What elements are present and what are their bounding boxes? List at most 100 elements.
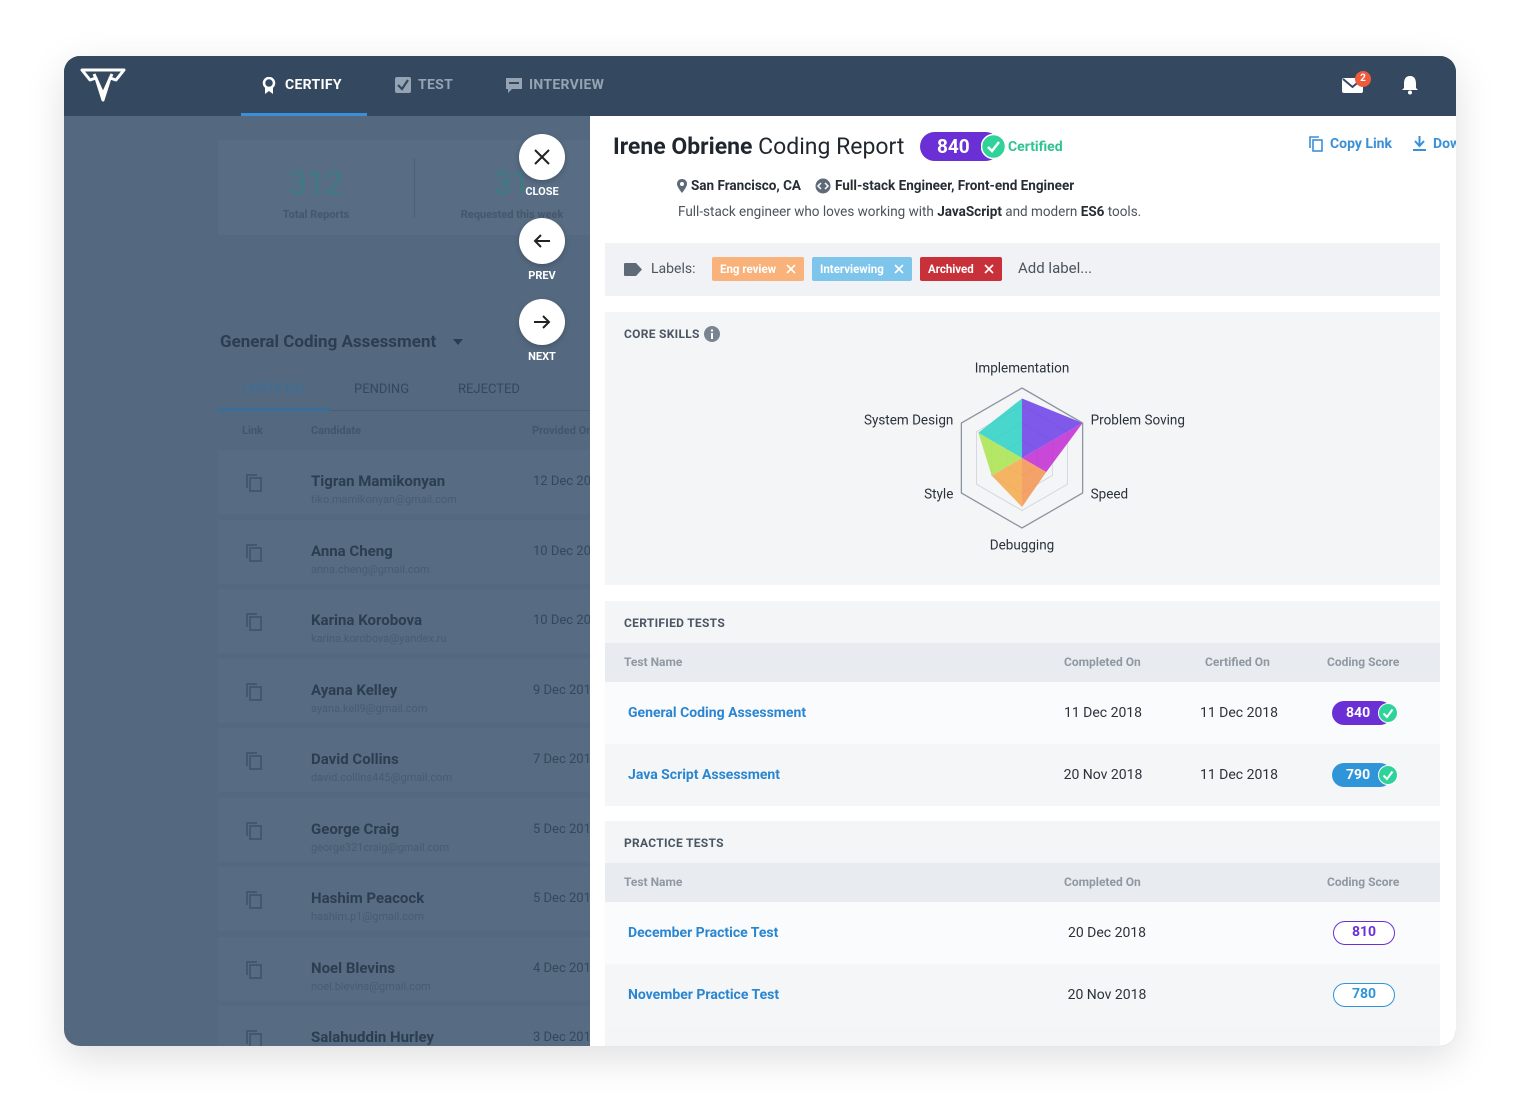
section-title: PRACTICE TESTS xyxy=(624,836,724,850)
download-icon xyxy=(1413,136,1426,151)
tab[interactable]: CERTIFIED xyxy=(243,382,305,397)
candidate-email: karina.korobova@yandex.ru xyxy=(311,632,447,645)
remove-label[interactable] xyxy=(786,264,796,274)
control-button[interactable] xyxy=(519,218,565,264)
icon-part xyxy=(534,315,551,329)
skill-sector xyxy=(978,398,1022,458)
candidate-name: Anna Cheng xyxy=(311,541,393,560)
test-name[interactable]: Java Script Assessment xyxy=(628,767,781,783)
info-icon[interactable] xyxy=(704,326,720,342)
icon-part xyxy=(249,477,262,492)
stat-label: Requested this week xyxy=(460,208,564,221)
certified-check xyxy=(981,134,1006,159)
copy-link-icon[interactable] xyxy=(245,751,263,771)
control-icon xyxy=(533,234,550,248)
candidate-row[interactable]: Noel Blevins noel.blevins@gmail.com 4 Dec … xyxy=(218,936,590,1001)
assessment-select[interactable]: General Coding Assessment xyxy=(220,332,437,352)
radar-grid xyxy=(976,405,1068,511)
control-label: NEXT xyxy=(528,350,556,363)
icon-part xyxy=(786,264,796,274)
test-icon xyxy=(395,77,411,93)
label-text: Eng review xyxy=(720,262,777,276)
control-icon xyxy=(534,315,551,329)
icon-part xyxy=(249,685,262,701)
candidate-row[interactable]: Hashim Peacock hashim.p1@gmail.com 5 Dec 2… xyxy=(218,867,590,931)
candidate-name: Ayana Kelley xyxy=(311,680,398,699)
candidate-row[interactable]: Ayana Kelley ayana.kell9@gmail.com 9 Dec 2… xyxy=(218,658,590,723)
top-nav: CERTIFY TEST INTERVIEW 2 xyxy=(64,56,1456,116)
nav-item[interactable]: INTERVIEW xyxy=(529,77,605,93)
copy-link[interactable]: Copy Link xyxy=(1330,136,1392,152)
download[interactable]: Download xyxy=(1433,136,1456,152)
skill-sector xyxy=(978,432,1022,476)
candidate-email: ayana.kell9@gmail.com xyxy=(311,701,428,715)
nav-item[interactable]: TEST xyxy=(418,77,454,93)
icon-part xyxy=(249,963,262,979)
label-text: Interviewing xyxy=(820,262,884,276)
candidate-name: Noel Blevins xyxy=(311,958,396,977)
test-name[interactable]: November Practice Test xyxy=(628,987,780,1003)
remove-label[interactable] xyxy=(984,264,994,274)
bio-bold: ES6 xyxy=(1080,204,1105,220)
nav-item[interactable]: CERTIFY xyxy=(285,77,342,93)
candidate-row[interactable]: David Collins david.collins445@gmail.com 7… xyxy=(218,728,590,792)
column-header: Test Name xyxy=(624,875,683,889)
copy-link-icon[interactable] xyxy=(245,473,263,493)
copy-link-icon[interactable] xyxy=(245,890,263,910)
copy-link-icon[interactable] xyxy=(245,960,263,980)
copy-link-icon[interactable] xyxy=(245,821,263,841)
candidate-row[interactable]: George Craig george321craig@gmail.com 5 De… xyxy=(218,797,590,862)
test-date: 20 Nov 2018 xyxy=(1067,987,1147,1003)
icon-part xyxy=(1378,703,1398,723)
add-label-input[interactable]: Add label... xyxy=(1018,259,1093,277)
reports-list-panel: General Coding Assessment 312 Total Repor… xyxy=(64,116,590,1046)
provided-date: 12 Dec 2018 xyxy=(533,474,590,489)
icon-part xyxy=(1382,708,1394,719)
candidate-row[interactable]: Karina Korobova karina.korobova@yandex.ru… xyxy=(218,589,590,653)
copy-link-icon[interactable] xyxy=(245,682,263,702)
provided-date: 9 Dec 2018 xyxy=(533,682,590,698)
report-panel: Irene Obriene Coding Report 840 Certifie… xyxy=(590,116,1456,1046)
candidate-name: Irene Obriene xyxy=(613,133,753,160)
icon-part xyxy=(246,474,257,488)
candidate-row[interactable]: Salahuddin Hurleysal.hurley@gmail.com3 D… xyxy=(218,1006,590,1046)
bell-icon[interactable] xyxy=(1401,75,1419,95)
provided-date: 5 Dec 2018 xyxy=(533,891,590,906)
icon-part xyxy=(1382,770,1394,781)
icon-part xyxy=(984,264,994,274)
copy-link-icon[interactable] xyxy=(245,543,263,563)
candidate-row[interactable]: Tigran Mamikonyan tiko.mamikonyan@gmail.c… xyxy=(218,450,590,514)
control-button[interactable] xyxy=(519,299,565,345)
tab[interactable]: PENDING xyxy=(354,382,410,397)
test-name[interactable]: General Coding Assessment xyxy=(628,705,807,721)
test-date: 11 Dec 2018 xyxy=(1199,767,1279,783)
skill-axis-label: Style xyxy=(924,487,953,503)
tab[interactable]: REJECTED xyxy=(458,382,520,397)
divider xyxy=(414,158,415,218)
label-chip[interactable]: Eng review xyxy=(712,257,805,281)
test-date: 20 Nov 2018 xyxy=(1063,767,1143,783)
location: San Francisco, CA xyxy=(691,178,801,194)
candidate-email: george321craig@gmail.com xyxy=(311,840,450,854)
control-button[interactable] xyxy=(519,134,565,180)
list-header: Candidate xyxy=(311,424,362,437)
skill-sector xyxy=(1022,458,1047,507)
bio-text: and modern xyxy=(1005,204,1078,220)
test-name[interactable]: December Practice Test xyxy=(628,925,779,941)
app-window: CERTIFY TEST INTERVIEW 2 General Coding … xyxy=(64,56,1456,1046)
skill-sector xyxy=(1022,398,1083,458)
candidate-name: Tigran Mamikonyan xyxy=(311,472,446,490)
copy-link-icon[interactable] xyxy=(245,1029,263,1046)
skill-sector xyxy=(991,458,1022,507)
certified-tests-card: CERTIFIED TESTS Test Name Completed On Cert… xyxy=(605,601,1440,806)
section-title: CORE SKILLS xyxy=(624,327,700,341)
label-chip[interactable]: Interviewing xyxy=(812,257,912,281)
tab-active-bar xyxy=(218,408,330,411)
icon-part xyxy=(894,264,904,274)
icon-part xyxy=(246,613,257,627)
candidate-row[interactable]: Anna Cheng anna.cheng@gmail.com 10 Dec 201… xyxy=(218,519,590,584)
remove-label[interactable] xyxy=(894,264,904,274)
label-chip[interactable]: Archived xyxy=(920,257,1002,281)
logo[interactable] xyxy=(80,66,126,104)
copy-link-icon[interactable] xyxy=(245,612,263,632)
